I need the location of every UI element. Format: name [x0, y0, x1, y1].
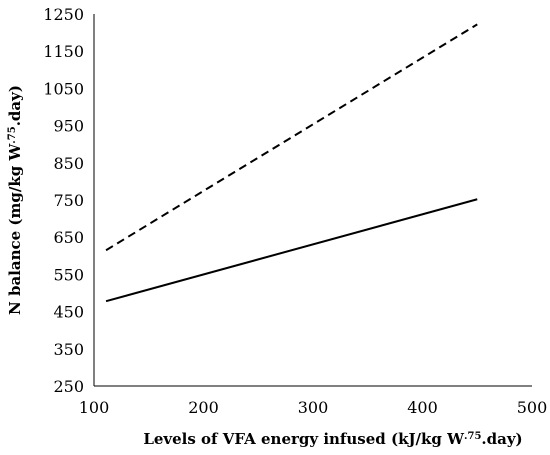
x-tick-labels: 100 200 300 400 500: [79, 398, 548, 417]
x-tick-label: 100: [79, 398, 110, 417]
y-tick-label: 650: [53, 228, 84, 247]
x-tick-label: 200: [188, 398, 219, 417]
y-tick-label: 850: [53, 154, 84, 173]
plot-area: [105, 23, 478, 303]
y-tick-label: 450: [53, 303, 84, 322]
y-tick-label: 950: [53, 117, 84, 136]
y-tick-label: 1150: [43, 42, 84, 61]
x-axis-label: Levels of VFA energy infused (kJ/kg W.75…: [143, 430, 522, 448]
x-tick-label: 500: [517, 398, 548, 417]
y-tick-label: 550: [53, 265, 84, 284]
series-line-dashed: [105, 23, 478, 252]
series-line-solid: [105, 198, 478, 303]
y-tick-label: 1250: [43, 5, 84, 24]
y-tick-label: 1050: [43, 79, 84, 98]
y-axis-label: N balance (mg/kg W.75.day): [6, 85, 24, 315]
x-tick-label: 300: [298, 398, 329, 417]
y-tick-label: 250: [53, 377, 84, 396]
y-tick-label: 350: [53, 340, 84, 359]
x-tick-label: 400: [407, 398, 438, 417]
y-tick-labels: 250 350 450 550 650 750 850 950 1050 1150 1250: [43, 5, 84, 396]
y-tick-label: 750: [53, 191, 84, 210]
